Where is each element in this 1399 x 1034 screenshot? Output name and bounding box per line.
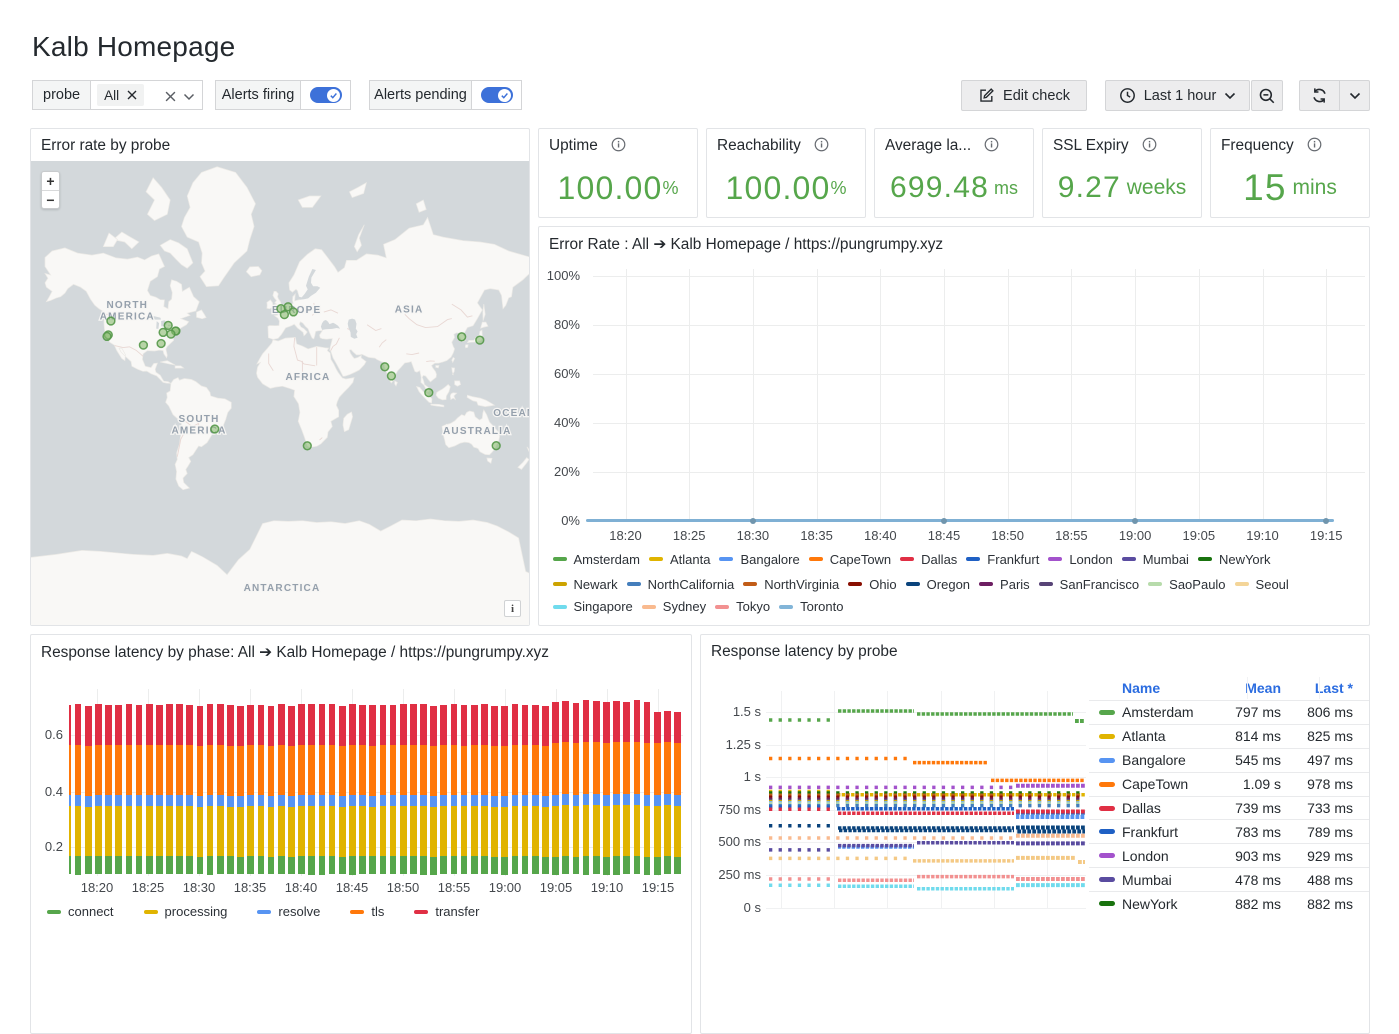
svg-text:OCEANIA: OCEANIA bbox=[493, 408, 529, 419]
svg-text:NORTH: NORTH bbox=[107, 300, 149, 311]
svg-text:ANTARCTICA: ANTARCTICA bbox=[244, 583, 321, 594]
svg-text:AUSTRALIA: AUSTRALIA bbox=[443, 426, 512, 437]
svg-text:ASIA: ASIA bbox=[395, 305, 424, 316]
svg-text:SOUTH: SOUTH bbox=[179, 414, 220, 425]
svg-text:AFRICA: AFRICA bbox=[286, 372, 331, 383]
